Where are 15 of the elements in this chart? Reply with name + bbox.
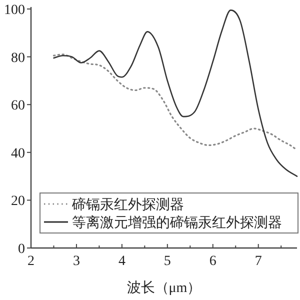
xtick: 7 bbox=[254, 254, 262, 269]
legend-label: 碲镉汞红外探测器 bbox=[72, 198, 184, 213]
legend-label: 等离激元增强的碲镉汞红外探测器 bbox=[72, 216, 282, 231]
xtick: 6 bbox=[209, 254, 216, 269]
ytick: 20 bbox=[11, 194, 25, 210]
xtick: 4 bbox=[118, 254, 126, 269]
ytick: 60 bbox=[11, 98, 25, 114]
xtick: 3 bbox=[72, 254, 80, 269]
xlabel: 波长（μm） bbox=[126, 281, 202, 296]
xtick: 5 bbox=[164, 254, 171, 269]
ytick: 80 bbox=[11, 50, 25, 66]
xtick: 2 bbox=[28, 254, 34, 269]
ytick: 40 bbox=[11, 146, 25, 162]
ytick: 0 bbox=[18, 242, 25, 257]
ytick: 100 bbox=[4, 3, 25, 18]
